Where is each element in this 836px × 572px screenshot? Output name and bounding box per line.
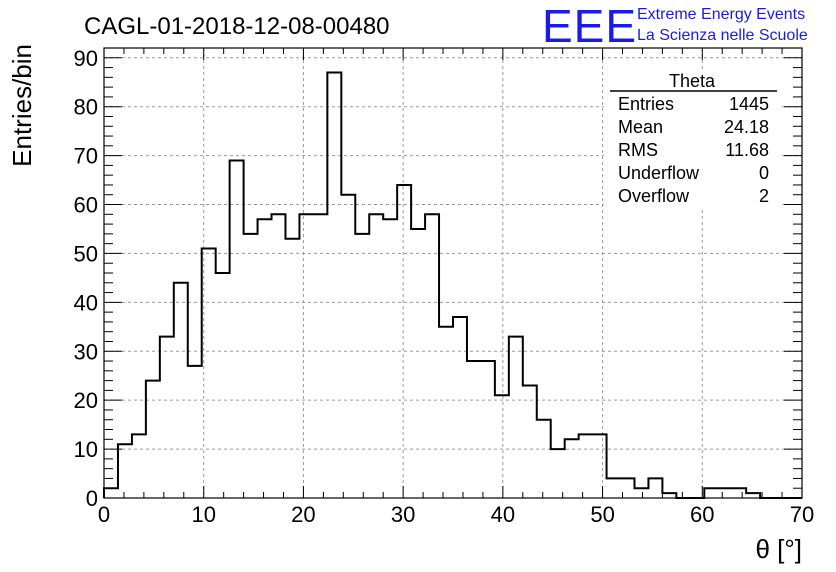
x-axis-label: θ [°] [755,534,802,564]
x-tick-label: 30 [391,502,415,527]
histogram-bin [369,214,383,498]
histogram-bin [104,488,118,498]
stats-rows: Entries 1445 Mean 24.18 RMS 11.68 Underflow 0 Ov… [618,94,769,206]
stats-value: 2 [759,186,769,206]
histogram-bin [397,185,411,498]
histogram-bin [160,337,174,498]
stats-value: 11.68 [725,140,769,160]
histogram-bin [132,434,146,498]
histogram-bin [523,386,537,499]
histogram-bin [216,273,230,498]
y-tick-label: 20 [74,388,98,413]
histogram-bin [341,195,355,498]
x-tick-label: 70 [790,502,814,527]
stats-box: Theta Entries 1445 Mean 24.18 RMS 11.68 Underf… [604,70,782,210]
stats-label: Underflow [618,163,700,183]
eee-logo-line1: Extreme Energy Events [637,6,805,23]
stats-label: Overflow [618,186,690,206]
x-tick-label: 40 [491,502,515,527]
histogram-bin [244,234,258,498]
histogram-bin [411,229,425,498]
histogram-bin [551,449,565,498]
histogram-bin [495,395,509,498]
histogram-bin [634,488,648,498]
histogram-bin [537,420,551,498]
histogram-line [103,71,802,499]
x-tick-label: 20 [291,502,315,527]
histogram-bin [648,478,662,498]
stats-label: Entries [618,94,674,114]
histogram-bin [453,317,467,498]
histogram-bin [313,214,327,498]
y-tick-label: 10 [74,437,98,462]
stats-label: RMS [618,140,658,160]
histogram-bin [299,214,313,498]
stats-value: 1445 [729,94,769,114]
histogram-bin [732,488,746,498]
histogram-bin [425,214,439,498]
y-tick-label: 40 [74,290,98,315]
histogram-bin [285,239,299,498]
histogram-bin [565,439,579,498]
histogram-bin [258,219,272,498]
stats-label: Mean [618,117,663,137]
histogram-bin [439,327,453,498]
histogram-bin [118,444,132,498]
histogram-bin [481,361,495,498]
y-tick-label: 50 [74,241,98,266]
histogram-bin [174,283,188,498]
eee-logo-line2: La Scienza nelle Scuole [637,27,808,44]
stats-value: 0 [759,163,769,183]
y-tick-label: 70 [74,144,98,169]
histogram-bin [188,366,202,498]
y-tick-label: 30 [74,339,98,364]
x-tick-label: 50 [590,502,614,527]
histogram-bin [704,488,718,498]
stats-value: 24.18 [724,117,769,137]
x-tick-label: 0 [98,502,110,527]
axis-ticks [103,47,803,499]
y-tick-label: 0 [86,486,98,511]
y-axis-label: Entries/bin [7,44,37,167]
histogram-bin [272,214,286,498]
chart-title: CAGL-01-2018-12-08-00480 [84,13,390,40]
histogram-bin [383,219,397,498]
stats-box-title: Theta [669,71,716,91]
x-tick-label: 10 [191,502,215,527]
histogram-bin [230,161,244,499]
x-tick-label: 60 [690,502,714,527]
y-tick-label: 90 [74,46,98,71]
histogram-bin [467,361,481,498]
histogram-bin [718,488,732,498]
histogram-bin [146,381,160,498]
histogram-bin [593,434,607,498]
histogram-bin [607,478,621,498]
histogram-bin [579,434,593,498]
y-tick-label: 80 [74,95,98,120]
histogram-bin [327,72,341,498]
histogram-bin [509,337,523,498]
eee-logo-mark: EEE [542,0,637,52]
eee-logo: EEE Extreme Energy Events La Scienza nel… [542,0,808,52]
histogram-bin [355,234,369,498]
y-tick-label: 60 [74,193,98,218]
